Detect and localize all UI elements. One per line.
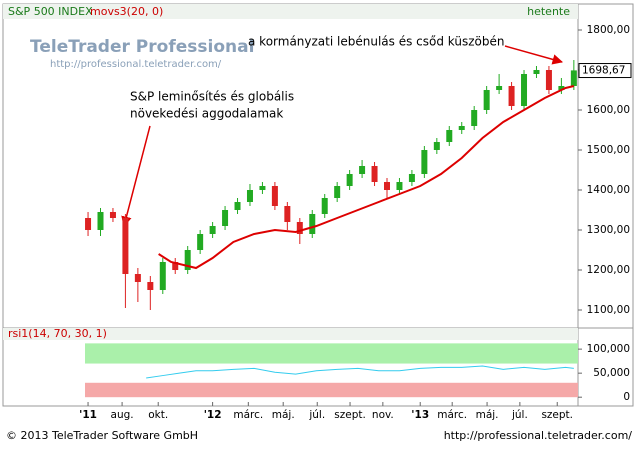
- x-tick-label: júl.: [308, 409, 325, 421]
- candle-body: [197, 234, 204, 250]
- candle-body: [122, 218, 129, 274]
- x-tick-label: '11: [79, 409, 97, 421]
- candle-body: [172, 262, 179, 270]
- y-tick-label: 1300,00: [587, 224, 630, 236]
- period: hetente: [527, 5, 570, 18]
- candle-body: [309, 214, 316, 234]
- candle-body: [271, 186, 278, 206]
- arrow: [121, 125, 151, 228]
- candle-body: [147, 282, 154, 290]
- logo-url: http://professional.teletrader.com/: [50, 59, 222, 70]
- footer-right: http://professional.teletrader.com/: [444, 429, 633, 442]
- candle-body: [371, 166, 378, 182]
- x-tick-label: szept.: [334, 409, 366, 421]
- arrow: [504, 45, 564, 65]
- x-tick-label: '12: [204, 409, 222, 421]
- rsi-title: rsi1(14, 70, 30, 1): [8, 327, 107, 340]
- candle-body: [421, 150, 428, 174]
- candle-body: [533, 70, 540, 74]
- y-tick-label: 1200,00: [587, 264, 630, 276]
- candle-body: [85, 218, 92, 230]
- candle-body: [408, 174, 415, 182]
- candle-body: [334, 186, 341, 198]
- candle-body: [134, 274, 141, 282]
- x-tick-label: máj.: [476, 409, 499, 421]
- y-tick-label: 100,000: [587, 343, 630, 355]
- candle-body: [458, 126, 465, 130]
- candle-body: [496, 86, 503, 90]
- candle-body: [570, 70, 577, 86]
- x-tick-label: okt.: [148, 409, 168, 421]
- chart-title: S&P 500 INDEX: [8, 5, 93, 18]
- header-bar: [3, 4, 578, 19]
- x-tick-label: márc.: [437, 409, 467, 421]
- header-bar: [3, 328, 578, 340]
- x-tick-label: nov.: [372, 409, 394, 421]
- footer-left: © 2013 TeleTrader Software GmbH: [6, 429, 198, 442]
- last-price-box: [578, 63, 632, 79]
- candle-body: [321, 198, 328, 214]
- candle-body: [97, 212, 104, 230]
- y-tick-label: 0: [623, 391, 630, 403]
- rsi-line: [146, 365, 574, 379]
- logo: TeleTrader Professional: [30, 37, 254, 57]
- indicator: movs3(20, 0): [90, 5, 163, 18]
- annotation: növekedési aggodalamak: [130, 107, 283, 121]
- candle-body: [284, 206, 291, 222]
- y-tick-label: 1400,00: [587, 184, 630, 196]
- candle-body: [446, 130, 453, 142]
- x-tick-label: '13: [411, 409, 429, 421]
- candle-body: [209, 226, 216, 234]
- oversold-zone: [85, 382, 578, 398]
- candle-body: [259, 186, 266, 190]
- candle-body: [184, 250, 191, 270]
- candle-body: [483, 90, 490, 110]
- candle-body: [384, 182, 390, 190]
- candle-body: [396, 182, 403, 190]
- x-tick-label: márc.: [233, 409, 263, 421]
- candle-body: [246, 190, 253, 202]
- candle-body: [433, 142, 440, 150]
- candle-body: [222, 210, 229, 226]
- candle-body: [521, 74, 528, 106]
- candle-body: [296, 222, 303, 234]
- candle-body: [346, 174, 353, 186]
- candle-body: [471, 110, 478, 126]
- candle-body: [359, 166, 366, 174]
- y-tick-label: 1800,00: [587, 24, 630, 36]
- candle-body: [545, 70, 552, 90]
- candle-body: [234, 202, 241, 210]
- x-tick-label: máj.: [272, 409, 295, 421]
- candle-body: [159, 262, 166, 290]
- y-tick-label: 50,000: [593, 367, 630, 379]
- overbought-zone: [85, 343, 578, 364]
- y-tick-label: 1600,00: [587, 104, 630, 116]
- candle-body: [109, 212, 116, 218]
- y-tick-label: 1100,00: [587, 304, 630, 316]
- y-tick-label: 1500,00: [587, 144, 630, 156]
- last-price: 1698,67: [582, 65, 625, 77]
- x-tick-label: szept.: [541, 409, 573, 421]
- candle-body: [558, 86, 565, 90]
- annotation: S&P leminősítés és globális: [130, 90, 294, 104]
- x-tick-label: aug.: [111, 409, 134, 421]
- annotation: a kormányzati lebénulás és csőd küszöbén: [248, 35, 504, 49]
- moving-average: [158, 85, 575, 270]
- x-tick-label: júl.: [511, 409, 528, 421]
- candle-body: [508, 86, 515, 106]
